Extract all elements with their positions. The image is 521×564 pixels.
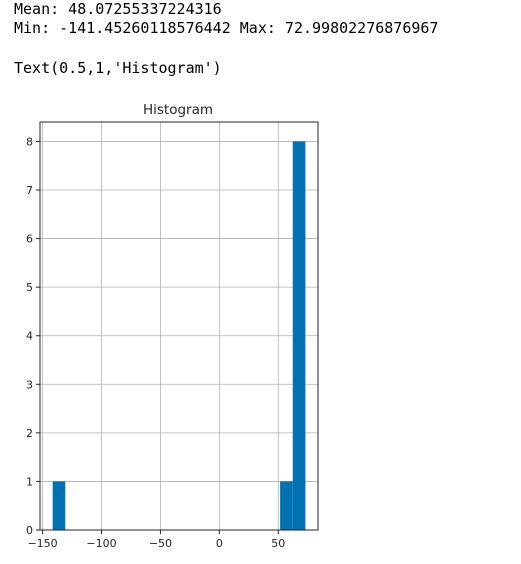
x-tick-label: −150	[27, 537, 57, 550]
y-tick-label: 6	[26, 233, 33, 246]
x-tick-label: 50	[271, 537, 285, 550]
y-tick-label: 2	[26, 427, 33, 440]
y-tick-label: 3	[26, 378, 33, 391]
histogram-chart: Histogram −150 −100 −50 0 50 0 1 2 3 4 5 6 7 8	[26, 102, 319, 550]
axes-frame	[39, 121, 319, 531]
y-tick-label: 7	[26, 184, 33, 197]
y-tick-label: 1	[26, 475, 33, 488]
chart-title: Histogram	[143, 102, 213, 118]
min-max-output-line: Min: -141.45260118576442 Max: 72.9980227…	[14, 19, 439, 37]
grid-lines	[40, 122, 318, 531]
y-tick-label: 4	[26, 330, 33, 343]
x-axis-ticks: −150 −100 −50 0 50	[27, 530, 285, 550]
histogram-bar	[280, 481, 293, 530]
text-repr-output-line: Text(0.5,1,'Histogram')	[14, 59, 222, 77]
histogram-bars	[52, 141, 306, 530]
x-tick-label: 0	[216, 537, 223, 550]
y-tick-label: 5	[26, 281, 33, 294]
x-tick-label: −50	[149, 537, 172, 550]
histogram-bar	[52, 481, 66, 530]
y-tick-label: 8	[26, 135, 33, 148]
y-axis-ticks: 0 1 2 3 4 5 6 7 8	[26, 135, 40, 537]
x-tick-label: −100	[86, 537, 116, 550]
histogram-bar	[292, 141, 306, 530]
mean-output-line: Mean: 48.07255337224316	[14, 0, 222, 18]
y-tick-label: 0	[26, 524, 33, 537]
